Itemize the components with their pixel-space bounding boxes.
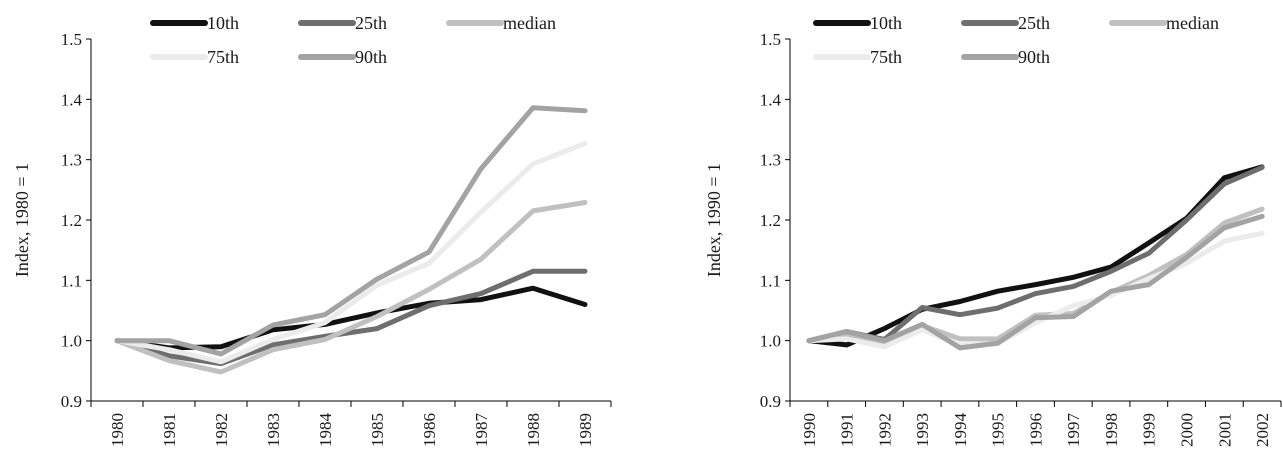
- y-tick-label: 1.0: [760, 332, 781, 351]
- y-tick-label: 1.3: [61, 151, 82, 170]
- x-tick-label: 1996: [1026, 413, 1045, 447]
- y-tick-label: 1.4: [61, 90, 83, 109]
- series-line-90th: [114, 105, 588, 357]
- y-tick-label: 1.2: [61, 211, 82, 230]
- series-line-90th: [806, 213, 1265, 351]
- x-tick-label: 1992: [875, 413, 894, 447]
- legend-label-10th: 10th: [207, 13, 239, 33]
- legend-label-90th: 90th: [1018, 47, 1050, 67]
- x-tick-label: 1997: [1064, 413, 1083, 448]
- series-line-25th: [114, 268, 588, 367]
- y-tick-label: 1.0: [61, 332, 82, 351]
- y-tick-label: 1.5: [760, 30, 781, 49]
- x-tick-label: 1993: [913, 413, 932, 447]
- x-tick-label: 1991: [838, 413, 857, 447]
- chart-left-svg: 0.9 1.0 1.1 1.2 1.3 1.4 1.5 1980 1981 1982 1983 198…: [12, 13, 612, 448]
- x-tick-label: 1983: [264, 413, 283, 447]
- y-tick-label: 1.5: [61, 30, 82, 49]
- legend-label-25th: 25th: [1018, 13, 1050, 33]
- x-tick-label: 2000: [1178, 413, 1197, 447]
- legend-label-median: median: [503, 13, 556, 33]
- x-tick-label: 2002: [1253, 413, 1272, 447]
- x-tick-label: 2001: [1215, 413, 1234, 447]
- legend-label-75th: 75th: [870, 47, 902, 67]
- x-tick-label: 1981: [160, 413, 179, 447]
- chart-left: 0.9 1.0 1.1 1.2 1.3 1.4 1.5 1980 1981 1982 1983 198…: [0, 0, 640, 462]
- chart-right-svg: 0.9 1.0 1.1 1.2 1.3 1.4 1.5 1990 1991 1992 1993 199…: [704, 13, 1282, 448]
- series-line-75th: [114, 140, 588, 365]
- x-tick-label: 1987: [472, 413, 491, 448]
- legend-label-10th: 10th: [870, 13, 902, 33]
- legend-label-median: median: [1166, 13, 1219, 33]
- y-axis-title: Index, 1990 = 1: [704, 163, 724, 277]
- legend-label-75th: 75th: [207, 47, 239, 67]
- x-tick-label: 1999: [1140, 413, 1159, 447]
- x-tick-label: 1995: [989, 413, 1008, 447]
- x-tick-label: 1994: [951, 413, 970, 448]
- x-tick-label: 1998: [1102, 413, 1121, 447]
- legend-label-25th: 25th: [355, 13, 387, 33]
- y-tick-label: 1.3: [760, 151, 781, 170]
- y-axis-title: Index, 1980 = 1: [12, 163, 32, 277]
- x-tick-label: 1980: [108, 413, 127, 447]
- x-tick-label: 1989: [576, 413, 595, 447]
- chart-right: 0.9 1.0 1.1 1.2 1.3 1.4 1.5 1990 1991 1992 1993 199…: [640, 0, 1283, 462]
- x-tick-label: 1984: [316, 413, 335, 448]
- x-tick-label: 1985: [368, 413, 387, 447]
- x-tick-label: 1982: [212, 413, 231, 447]
- y-tick-label: 1.1: [760, 271, 781, 290]
- y-tick-label: 0.9: [760, 392, 781, 411]
- x-tick-label: 1986: [420, 413, 439, 447]
- y-tick-label: 1.4: [760, 90, 782, 109]
- x-tick-label: 1988: [524, 413, 543, 447]
- y-tick-label: 1.2: [760, 211, 781, 230]
- y-tick-label: 1.1: [61, 271, 82, 290]
- series-line-median: [114, 200, 588, 375]
- series-line-75th: [806, 230, 1265, 350]
- legend-label-90th: 90th: [355, 47, 387, 67]
- x-tick-label: 1990: [800, 413, 819, 447]
- y-tick-label: 0.9: [61, 392, 82, 411]
